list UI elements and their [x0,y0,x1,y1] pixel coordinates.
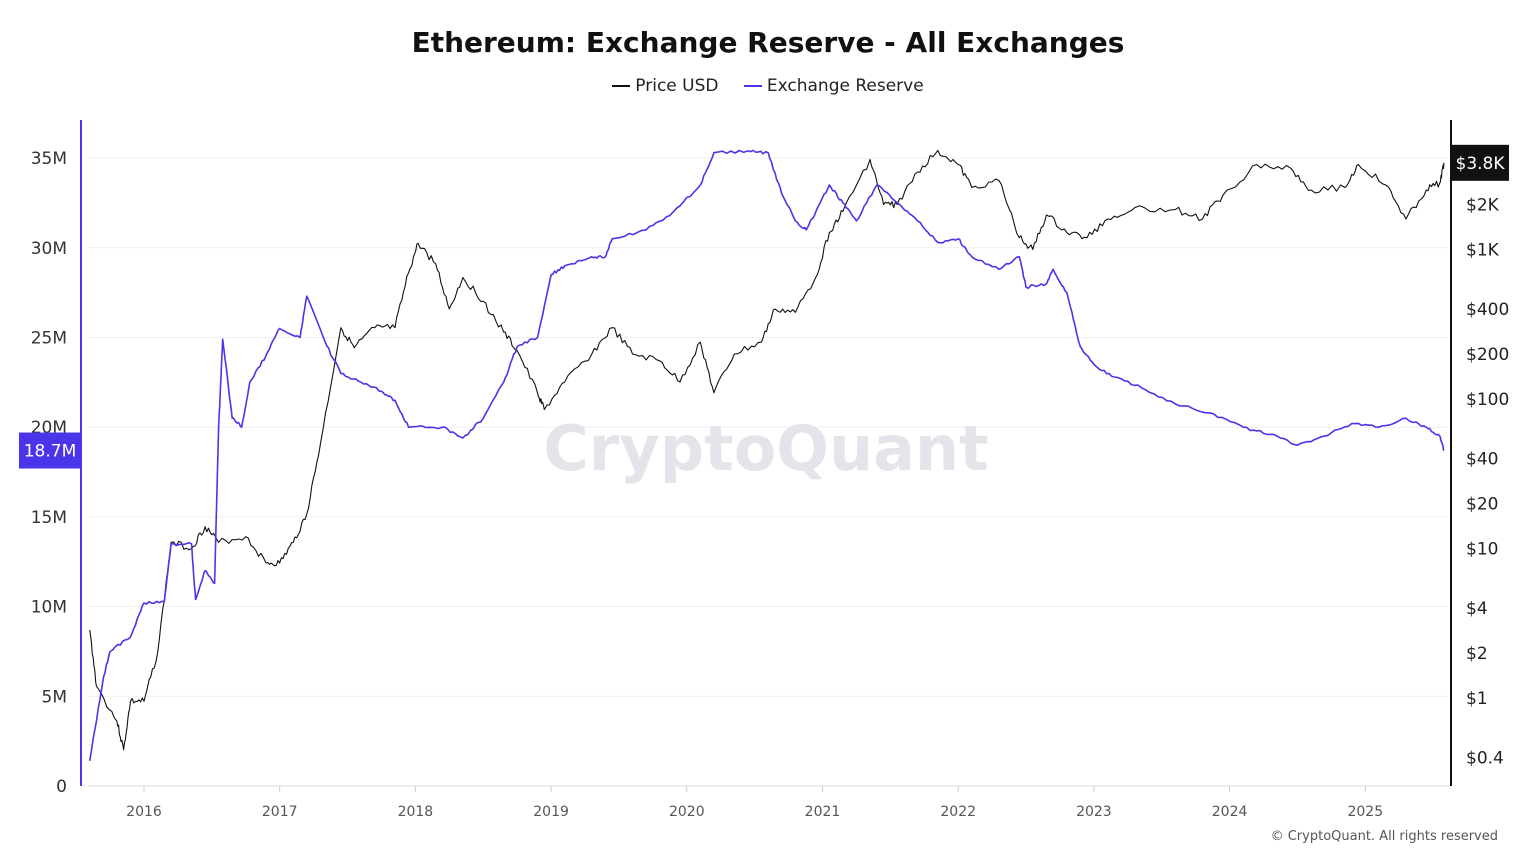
legend-swatch-reserve [743,85,762,87]
legend-item-price[interactable]: Price USD [612,76,718,96]
right-axis-tick-label: $400 [1466,300,1509,320]
right-axis-tick-label: $10 [1466,540,1498,560]
copyright-footer: © CryptoQuant. All rights reserved [1270,829,1498,844]
legend: Price USD Exchange Reserve [0,76,1536,96]
legend-swatch-price [612,85,631,87]
x-axis-tick-label: 2021 [805,804,841,820]
right-axis-tick-label: $1 [1466,689,1488,709]
legend-label-price: Price USD [635,76,719,96]
legend-label-reserve: Exchange Reserve [766,76,924,96]
x-axis-tick-label: 2016 [126,804,162,820]
watermark: CryptoQuant [543,412,989,485]
price-usd-line [89,149,1445,751]
right-axis-tick-label: $100 [1466,390,1509,410]
right-axis-tick-label: $2K [1466,195,1500,215]
latest-reserve-badge [19,432,81,469]
right-axis-tick-label: $40 [1466,449,1498,469]
x-axis-tick-label: 2023 [1076,804,1112,820]
left-axis-tick-label: 25M [31,329,67,349]
x-axis-tick-label: 2020 [669,804,705,820]
chart-title: Ethereum: Exchange Reserve - All Exchang… [411,26,1125,59]
latest-price-label: $3.8K [1456,154,1506,174]
left-axis-tick-label: 0 [56,777,67,797]
x-axis-tick-label: 2024 [1212,804,1248,820]
legend-item-reserve[interactable]: Exchange Reserve [743,76,924,96]
latest-reserve-label: 18.7M [24,442,77,462]
x-axis-tick-label: 2022 [940,804,976,820]
x-axis-tick-label: 2018 [398,804,434,820]
left-axis-tick-label: 15M [31,508,67,528]
left-axis-tick-label: 10M [31,598,67,618]
right-axis-tick-label: $20 [1466,494,1498,514]
left-axis-tick-label: 30M [31,239,67,259]
right-axis-tick-label: $0.4 [1466,748,1504,768]
latest-price-badge [1451,144,1509,181]
exchange-reserve-line [88,149,1445,762]
x-axis-tick-label: 2019 [533,804,569,820]
x-axis-tick-label: 2025 [1347,804,1383,820]
right-axis-tick-label: $200 [1466,345,1509,365]
left-axis-tick-label: 5M [42,687,67,707]
right-axis-tick-label: $2 [1466,644,1488,664]
left-axis-tick-label: 35M [31,149,67,169]
x-axis-tick-label: 2017 [262,804,298,820]
right-axis-tick-label: $1K [1466,241,1500,261]
right-axis-tick-label: $4 [1466,599,1488,619]
